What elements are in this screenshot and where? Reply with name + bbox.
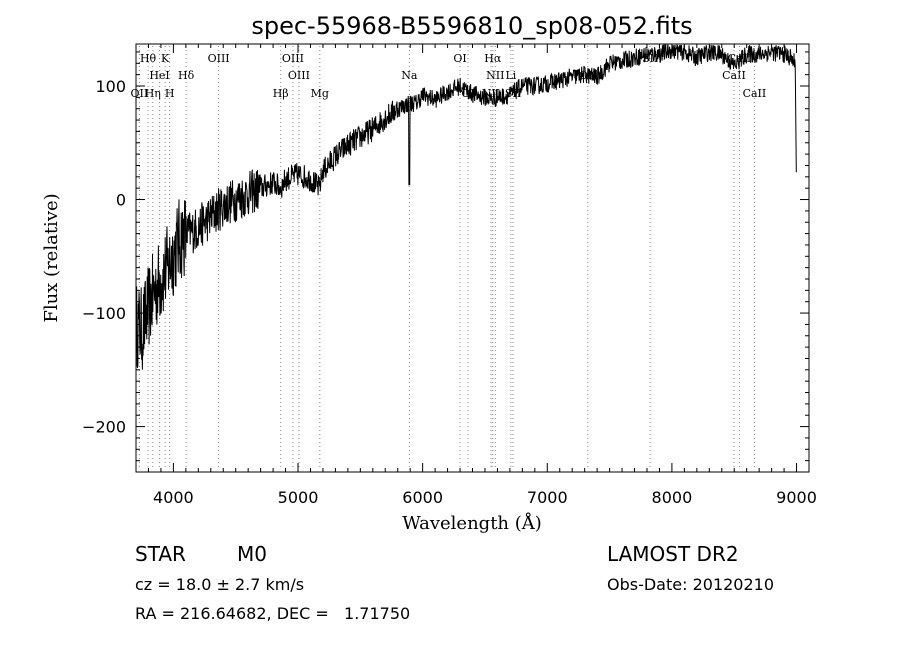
plot-frame <box>135 43 810 473</box>
line-marker-label: OII <box>131 87 149 100</box>
redshift-text: cz = 18.0 ± 2.7 km/s <box>135 575 305 594</box>
line-marker-label: OIII <box>282 52 304 65</box>
y-axis-label: Flux (relative) <box>41 193 62 322</box>
spectrum-line <box>135 44 797 370</box>
series-group <box>135 44 797 370</box>
line-marker-label: Hθ <box>140 52 157 65</box>
survey-name: LAMOST DR2 <box>607 542 739 566</box>
line-marker-label: Na <box>401 69 418 82</box>
x-tick-label: 5000 <box>278 488 319 507</box>
x-tick-label: 4000 <box>153 488 194 507</box>
line-marker-label: OIII <box>208 52 230 65</box>
chart-title: spec-55968-B5596810_sp08-052.fits <box>251 12 692 40</box>
line-marker-label: Hδ <box>178 69 195 82</box>
axis-ticks: 4000 5000 6000 7000 8000 9000 −200 −100 0 100 <box>82 44 817 507</box>
x-tick-label: 7000 <box>527 488 568 507</box>
line-marker-label: H <box>165 87 175 100</box>
line-marker-label: OIII <box>288 69 310 82</box>
x-tick-label: 8000 <box>652 488 693 507</box>
line-marker-label: OI <box>453 52 466 65</box>
line-marker-label: K <box>161 52 170 65</box>
line-marker-label: Hβ <box>273 87 289 100</box>
y-tick-label: 100 <box>95 77 126 96</box>
object-class: STAR <box>135 542 186 566</box>
object-subclass: M0 <box>237 542 267 566</box>
y-tick-label: 0 <box>116 191 126 210</box>
line-marker-label: CaII <box>743 87 767 100</box>
line-marker-label: CaII <box>722 69 746 82</box>
line-marker-label: Li <box>505 69 516 82</box>
obs-date: Obs-Date: 20120210 <box>607 575 775 594</box>
line-marker-label: Hα <box>484 52 502 65</box>
x-axis-label: Wavelength (Å) <box>402 512 542 534</box>
line-marker-label: NII <box>486 69 504 82</box>
coordinates-text: RA = 216.64682, DEC = 1.71750 <box>135 604 411 623</box>
line-marker-label: Mg <box>311 87 329 100</box>
line-marker-label: HeI <box>149 69 169 82</box>
line-marker-label: Hη <box>145 87 161 100</box>
x-tick-label: 9000 <box>776 488 817 507</box>
y-tick-label: −100 <box>82 304 126 323</box>
x-tick-label: 6000 <box>402 488 443 507</box>
y-tick-label: −200 <box>82 418 126 437</box>
